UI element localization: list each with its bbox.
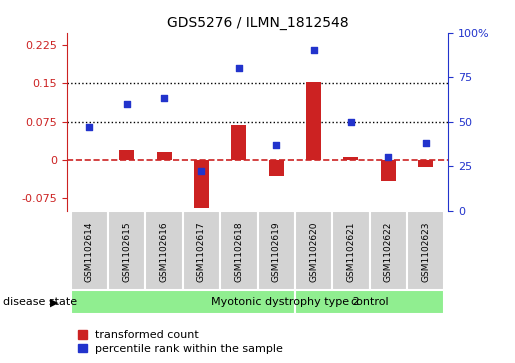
Text: GSM1102623: GSM1102623 — [421, 222, 430, 282]
Bar — [332, 211, 370, 290]
Bar — [370, 211, 407, 290]
Text: disease state: disease state — [3, 297, 77, 307]
Point — [310, 48, 318, 53]
Bar — [119, 150, 134, 160]
Bar — [306, 82, 321, 160]
Point — [347, 119, 355, 125]
Bar — [344, 157, 358, 160]
Bar — [157, 152, 171, 160]
Text: GSM1102622: GSM1102622 — [384, 222, 393, 282]
Point — [272, 142, 280, 148]
Bar — [220, 211, 258, 290]
Text: control: control — [350, 297, 389, 307]
Point — [384, 154, 392, 160]
Text: GSM1102616: GSM1102616 — [160, 222, 168, 282]
Bar — [194, 160, 209, 208]
Bar — [183, 211, 220, 290]
Text: GSM1102620: GSM1102620 — [309, 222, 318, 282]
Point — [85, 124, 94, 130]
Bar — [381, 160, 396, 181]
Point — [123, 101, 131, 107]
Bar — [295, 211, 332, 290]
Bar — [407, 211, 444, 290]
Text: GSM1102621: GSM1102621 — [347, 222, 355, 282]
Bar — [71, 211, 108, 290]
Text: GSM1102618: GSM1102618 — [234, 222, 243, 282]
Point — [197, 168, 205, 174]
Text: ▶: ▶ — [50, 297, 58, 307]
Point — [235, 65, 243, 71]
Bar — [418, 160, 433, 167]
Point — [421, 140, 430, 146]
Text: GSM1102614: GSM1102614 — [85, 222, 94, 282]
Point — [160, 95, 168, 101]
Bar — [295, 290, 444, 314]
Text: GSM1102619: GSM1102619 — [272, 222, 281, 282]
Legend: transformed count, percentile rank within the sample: transformed count, percentile rank withi… — [78, 330, 283, 354]
Bar — [145, 211, 183, 290]
Bar — [269, 160, 284, 176]
Text: GSM1102617: GSM1102617 — [197, 222, 206, 282]
Text: GSM1102615: GSM1102615 — [122, 222, 131, 282]
Bar — [231, 125, 246, 160]
Text: Myotonic dystrophy type 2: Myotonic dystrophy type 2 — [211, 297, 360, 307]
Bar — [108, 211, 145, 290]
Title: GDS5276 / ILMN_1812548: GDS5276 / ILMN_1812548 — [167, 16, 348, 30]
Bar — [71, 290, 295, 314]
Bar — [258, 211, 295, 290]
